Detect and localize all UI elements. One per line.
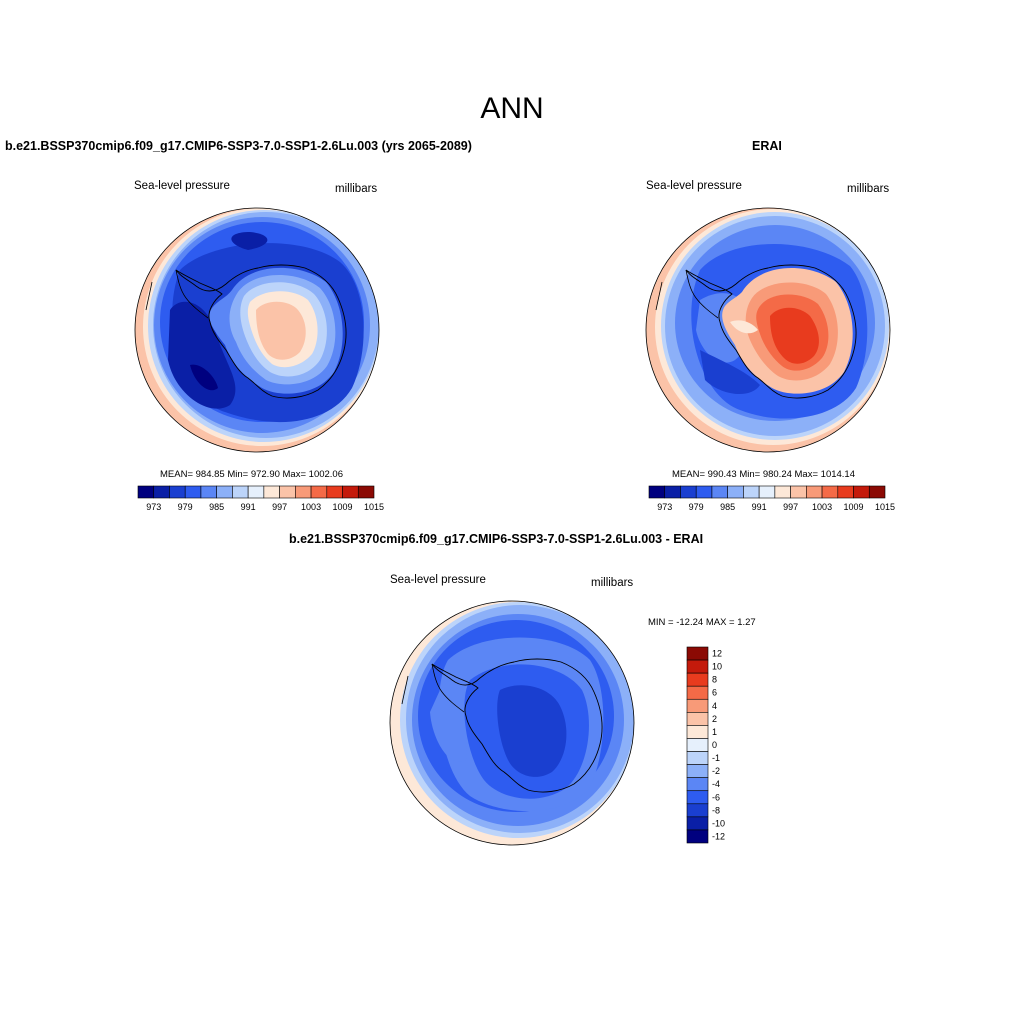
- panel-1-colorbar-swatch: [263, 485, 280, 499]
- panel-2-colorbar-swatch: [837, 485, 854, 499]
- panel-3-colorbar-tick-label: 0: [712, 740, 717, 750]
- panel-2-colorbar-tick-label: 985: [720, 502, 735, 512]
- panel-1-colorbar-tick-label: 1015: [364, 502, 384, 512]
- figure-title: ANN: [480, 92, 544, 125]
- panel-2-colorbar-swatch: [853, 485, 870, 499]
- panel-3-colorbar-tick-label: -12: [712, 831, 725, 841]
- panel-2-colorbar-swatch: [790, 485, 807, 499]
- panel-1-colorbar-swatch: [232, 485, 249, 499]
- panel-3-colorbar-swatch: [686, 829, 709, 844]
- panel-3-map-border: [389, 600, 635, 846]
- panel-2-colorbar-swatch: [743, 485, 760, 499]
- panel-1-colorbar: 973 979 985 991 997 1003 1009 1015: [137, 485, 384, 512]
- panel-3-colorbar-tick-label: 2: [712, 714, 717, 724]
- panel-1-colorbar-swatch: [342, 485, 359, 499]
- panel-2-colorbar-swatch: [727, 485, 744, 499]
- panel-3-colorbar-swatch: [686, 672, 709, 687]
- panel-3-colorbar-swatch: [686, 698, 709, 713]
- panel-1-colorbar-tick-label: 973: [146, 502, 161, 512]
- panel-2-colorbar-swatch: [711, 485, 728, 499]
- panel-2-colorbar-swatch: [664, 485, 681, 499]
- panel-2-colorbar-tick-label: 1009: [844, 502, 864, 512]
- panel-2-variable: Sea-level pressure: [646, 180, 742, 192]
- panel-3-colorbar-swatch: [686, 751, 709, 765]
- panel-2-colorbar-swatch: [695, 485, 713, 499]
- panel-3-colorbar-tick-label: -2: [712, 766, 720, 776]
- panel-1-map-border: [134, 207, 380, 453]
- panel-1-colorbar-swatch: [200, 485, 217, 499]
- panel-2-colorbar-swatch: [648, 485, 666, 499]
- panel-1-colorbar-tick-label: 979: [178, 502, 193, 512]
- panel-1-variable: Sea-level pressure: [134, 180, 230, 192]
- panel-1-colorbar-swatch: [216, 485, 233, 499]
- panel-3-colorbar-tick-label: -4: [712, 779, 720, 789]
- panel-3-colorbar-tick-label: 8: [712, 675, 717, 685]
- panel-1-colorbar-swatch: [357, 485, 375, 499]
- panel-1-colorbar-tick-label: 997: [272, 502, 287, 512]
- panel-1-colorbar-swatch: [184, 485, 202, 499]
- panel-1-colorbar-swatch: [169, 485, 186, 499]
- panel-1-colorbar-tick-label: 1003: [301, 502, 321, 512]
- panel-1-colorbar-swatch: [279, 485, 296, 499]
- panel-3-title: b.e21.BSSP370cmip6.f09_g17.CMIP6-SSP3-7.…: [289, 532, 704, 546]
- panel-2-units: millibars: [847, 183, 890, 195]
- panel-3-colorbar-swatch: [686, 685, 709, 700]
- panel-3-colorbar-swatch: [686, 803, 709, 818]
- panel-2-colorbar-tick-label: 997: [783, 502, 798, 512]
- panel-1-colorbar-swatch: [153, 485, 170, 499]
- panel-3-colorbar-tick-label: 1: [712, 727, 717, 737]
- panel-1-colorbar-tick-label: 985: [209, 502, 224, 512]
- panel-2-colorbar-swatch: [680, 485, 697, 499]
- panel-3-colorbar-tick-label: -8: [712, 805, 720, 815]
- panel-3-colorbar-tick-label: -6: [712, 792, 720, 802]
- panel-3-stats: MIN = -12.24 MAX = 1.27: [648, 617, 756, 628]
- panel-2-map-border: [645, 207, 891, 453]
- panel-3-colorbar-tick-label: -1: [712, 753, 720, 763]
- panel-1-colorbar-tick-label: 991: [241, 502, 256, 512]
- panel-2-colorbar-tick-label: 973: [657, 502, 672, 512]
- panel-3-colorbar-swatch: [686, 712, 709, 726]
- panel-1-title: b.e21.BSSP370cmip6.f09_g17.CMIP6-SSP3-7.…: [5, 139, 472, 153]
- panel-3-colorbar-swatch: [686, 764, 709, 778]
- panel-1-units: millibars: [335, 183, 378, 195]
- panel-1-colorbar-swatch: [295, 485, 312, 499]
- panel-3-colorbar-swatch: [686, 777, 709, 792]
- panel-3-units: millibars: [591, 577, 634, 589]
- panel-3-colorbar-swatch: [686, 738, 709, 752]
- panel-1-colorbar-swatch: [137, 485, 155, 499]
- panel-2-colorbar-tick-label: 979: [689, 502, 704, 512]
- panel-3-colorbar-tick-label: 4: [712, 701, 717, 711]
- panel-1-colorbar-tick-label: 1009: [333, 502, 353, 512]
- panel-2-map: [646, 208, 890, 452]
- panel-3-variable: Sea-level pressure: [390, 574, 486, 586]
- panel-2-colorbar-swatch: [868, 485, 886, 499]
- panel-1-colorbar-swatch: [310, 485, 328, 499]
- panel-2-colorbar-swatch: [758, 485, 776, 499]
- panel-3-colorbar-swatch: [686, 816, 709, 831]
- panel-1-colorbar-swatch: [247, 485, 265, 499]
- panel-3-colorbar-swatch: [686, 790, 709, 805]
- panel-1-colorbar-swatch: [326, 485, 343, 499]
- panel-2-title: ERAI: [752, 139, 782, 153]
- panel-3-colorbar-tick-label: 10: [712, 662, 722, 672]
- panel-2-colorbar-tick-label: 1015: [875, 502, 895, 512]
- panel-3-map: [390, 601, 634, 845]
- panel-2-colorbar-swatch: [774, 485, 791, 499]
- panel-3-colorbar-tick-label: 6: [712, 688, 717, 698]
- panel-2-colorbar: 973 979 985 991 997 1003 1009 1015: [648, 485, 895, 512]
- panel-2-colorbar-swatch: [806, 485, 823, 499]
- panel-2-colorbar-swatch: [821, 485, 839, 499]
- panel-2-stats: MEAN= 990.43 Min= 980.24 Max= 1014.14: [672, 469, 855, 480]
- panel-3-colorbar-tick-label: 12: [712, 649, 722, 659]
- panel-3-colorbar-tick-label: -10: [712, 818, 725, 828]
- panel-3-colorbar-swatch: [686, 659, 709, 674]
- panel-2-colorbar-tick-label: 1003: [812, 502, 832, 512]
- panel-3-colorbar-swatch: [686, 646, 709, 661]
- panel-1-map: [135, 208, 379, 452]
- panel-3-colorbar-swatch: [686, 725, 709, 739]
- panel-2-colorbar-tick-label: 991: [752, 502, 767, 512]
- panel-1-stats: MEAN= 984.85 Min= 972.90 Max= 1002.06: [160, 469, 343, 480]
